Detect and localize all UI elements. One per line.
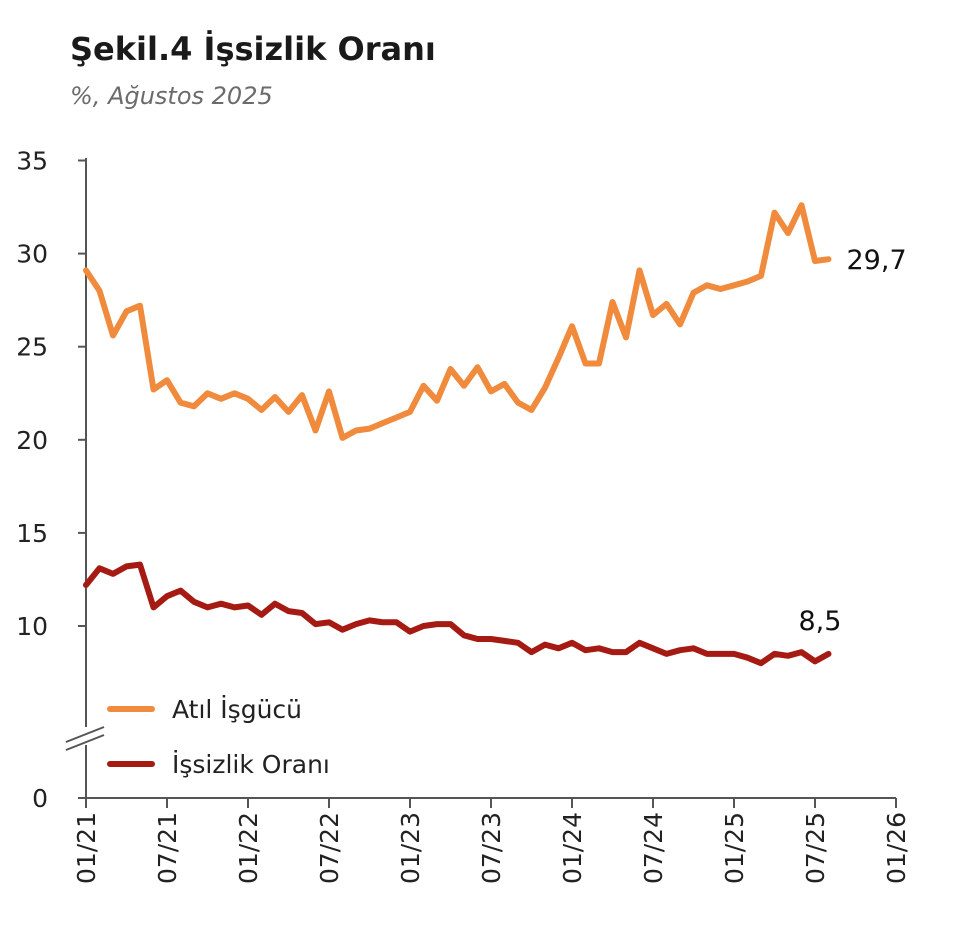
atil-isgucu-line [83, 202, 832, 441]
x-tick-label: 07/21 [153, 812, 182, 884]
series-lines [83, 202, 832, 667]
x-tick-label: 01/26 [882, 812, 911, 884]
atil-isgucu-end-label: 29,7 [847, 245, 907, 276]
issizlik-orani-line [83, 561, 832, 667]
x-tick-label: 01/21 [72, 812, 101, 884]
axes [65, 158, 897, 808]
x-tick-label: 07/22 [315, 812, 344, 884]
axis-break-mark [65, 734, 105, 751]
x-tick-label: 07/24 [639, 812, 668, 884]
x-tick-label: 01/22 [234, 812, 263, 884]
x-tick-label: 07/23 [477, 812, 506, 884]
x-tick-label: 01/24 [558, 812, 587, 884]
y-tick-labels: 0 10 15 20 25 30 35 [16, 147, 48, 814]
y-tick-label: 30 [16, 240, 48, 269]
legend-label-issizlik-orani: İşsizlik Oranı [172, 750, 330, 779]
legend-label-atil-isgucu: Atıl İşgücü [172, 695, 302, 724]
issizlik-orani-end-label: 8,5 [799, 606, 842, 637]
y-tick-label: 35 [16, 147, 48, 176]
legend: Atıl İşgücü İşsizlik Oranı [107, 695, 330, 779]
y-tick-label: 20 [16, 426, 48, 455]
end-labels: 29,7 8,5 [799, 245, 907, 637]
y-tick-label: 0 [32, 784, 48, 813]
y-tick-label: 15 [16, 519, 48, 548]
x-tick-label: 01/23 [396, 812, 425, 884]
chart-subtitle: %, Ağustos 2025 [70, 82, 273, 110]
x-tick-label: 01/25 [720, 812, 749, 884]
x-tick-label: 07/25 [801, 812, 830, 884]
y-tick-label: 25 [16, 333, 48, 362]
y-tick-label: 10 [16, 612, 48, 641]
x-tick-labels: 01/21 07/21 01/22 07/22 01/23 07/23 01/24 07/24… [72, 812, 911, 884]
axis-break-mark [65, 726, 105, 743]
chart-title: Şekil.4 İşsizlik Oranı [70, 30, 436, 68]
